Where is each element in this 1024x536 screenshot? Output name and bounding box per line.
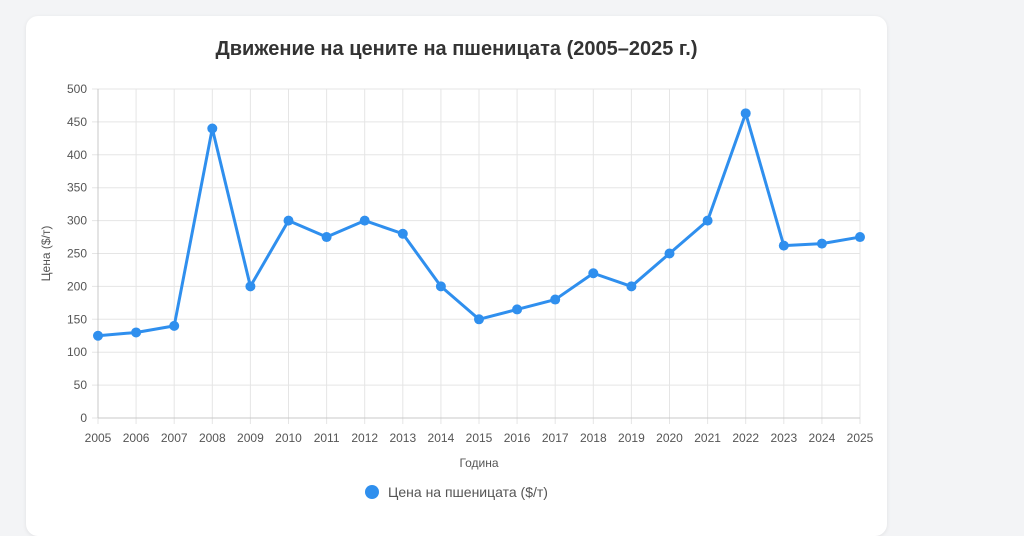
x-tick-label: 2024 — [809, 431, 836, 445]
data-point[interactable] — [474, 314, 484, 325]
chart-title: Движение на цените на пшеницата (2005–20… — [215, 38, 698, 60]
data-point[interactable] — [131, 327, 142, 338]
x-tick-label: 2018 — [580, 431, 607, 445]
x-tick-label: 2022 — [732, 431, 759, 445]
data-point[interactable] — [626, 281, 637, 292]
chart-card — [26, 16, 887, 536]
y-tick-label: 300 — [67, 214, 87, 228]
y-tick-label: 450 — [67, 115, 87, 129]
y-tick-label: 0 — [80, 411, 87, 425]
x-tick-label: 2020 — [656, 431, 683, 445]
x-tick-label: 2023 — [770, 431, 797, 445]
y-tick-label: 400 — [67, 148, 87, 162]
legend-marker — [365, 485, 380, 499]
data-point[interactable] — [245, 281, 256, 292]
x-tick-label: 2021 — [694, 431, 721, 445]
data-point[interactable] — [778, 240, 789, 251]
x-tick-label: 2006 — [123, 431, 150, 445]
y-tick-label: 200 — [67, 279, 87, 293]
x-tick-label: 2015 — [466, 431, 493, 445]
x-axis-title: Година — [459, 456, 498, 470]
y-tick-label: 50 — [74, 378, 88, 392]
x-tick-label: 2011 — [314, 431, 340, 445]
data-point[interactable] — [283, 215, 294, 226]
data-point[interactable] — [702, 215, 713, 226]
x-tick-label: 2007 — [161, 431, 188, 445]
x-tick-label: 2017 — [542, 431, 569, 445]
line-chart: 0 50 100 150 200 250 300 350 400 450 500 2005 2006 20… — [39, 82, 874, 470]
x-tick-label: 2008 — [199, 431, 226, 445]
data-point[interactable] — [435, 281, 446, 292]
y-tick-label: 350 — [67, 181, 87, 195]
data-point[interactable] — [512, 304, 523, 315]
y-tick-label: 500 — [67, 82, 87, 96]
y-axis-title: Цена ($/т) — [39, 226, 53, 282]
data-point[interactable] — [169, 320, 180, 331]
data-point[interactable] — [855, 232, 865, 243]
y-tick-label: 250 — [67, 247, 87, 261]
data-point[interactable] — [397, 228, 408, 239]
data-point[interactable] — [588, 268, 599, 279]
y-tick-label: 100 — [67, 345, 87, 359]
data-point[interactable] — [207, 123, 218, 134]
x-tick-label: 2014 — [428, 431, 455, 445]
x-tick-label: 2005 — [85, 431, 112, 445]
data-point[interactable] — [816, 238, 827, 249]
data-point[interactable] — [740, 108, 751, 119]
legend-label: Цена на пшеницата ($/т) — [388, 484, 548, 500]
data-point[interactable] — [93, 330, 103, 341]
x-tick-label: 2012 — [351, 431, 378, 445]
y-tick-label: 150 — [67, 312, 87, 326]
x-tick-label: 2016 — [504, 431, 531, 445]
data-point[interactable] — [664, 248, 675, 259]
x-tick-label: 2010 — [275, 431, 302, 445]
data-point[interactable] — [550, 294, 561, 305]
chart-legend[interactable]: Цена на пшеницата ($/т) — [26, 484, 887, 500]
x-tick-label: 2025 — [847, 431, 874, 445]
x-tick-label: 2013 — [389, 431, 416, 445]
data-point[interactable] — [321, 232, 332, 243]
x-tick-label: 2019 — [618, 431, 645, 445]
x-tick-label: 2009 — [237, 431, 264, 445]
data-point[interactable] — [359, 215, 370, 226]
